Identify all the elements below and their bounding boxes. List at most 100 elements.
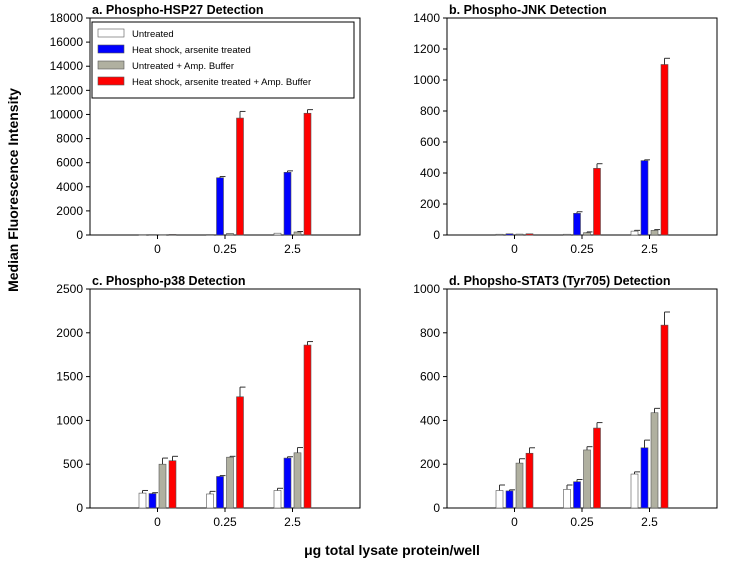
y-tick-label: 12000 <box>50 83 84 97</box>
chart-panel-4: d. Phopsho-STAT3 (Tyr705) Detection 0 200 4… <box>413 274 718 529</box>
x-tick-label: 0 <box>154 242 161 256</box>
y-tick-label: 1400 <box>413 11 440 25</box>
y-tick-label: 200 <box>420 197 440 211</box>
bar <box>283 172 292 236</box>
y-tick-label: 600 <box>420 370 440 384</box>
plot-frame <box>446 17 718 236</box>
bar <box>273 232 282 236</box>
x-axis-title: μg total lysate protein/well <box>304 542 480 558</box>
bar <box>283 457 292 509</box>
plot-frame <box>446 288 718 509</box>
bar <box>505 233 514 236</box>
x-tick-label: 2.5 <box>284 515 301 529</box>
bar <box>515 233 524 236</box>
bar <box>226 456 234 509</box>
legend-label: Untreated <box>132 29 174 40</box>
legend-label: Untreated + Amp. Buffer <box>132 61 234 72</box>
y-tick-label: 8000 <box>56 132 83 146</box>
bar <box>495 233 504 236</box>
bar <box>236 396 244 509</box>
bar <box>138 234 147 236</box>
bar <box>563 489 571 509</box>
legend-label: Heat shock, arsenite treated + Amp. Buff… <box>132 77 311 88</box>
bar <box>158 463 167 509</box>
bar <box>563 233 571 236</box>
bar <box>660 64 669 236</box>
x-tick-label: 2.5 <box>641 242 658 256</box>
y-tick-label: 400 <box>420 413 440 427</box>
bar <box>206 493 214 509</box>
legend-swatch <box>97 28 125 38</box>
x-tick-label: 0.25 <box>570 242 594 256</box>
y-tick-label: 18000 <box>50 11 84 25</box>
y-tick-label: 0 <box>433 228 440 242</box>
bar <box>640 447 649 509</box>
bar <box>525 452 534 509</box>
chart-panel-1: a. Phospho-HSP27 Detection 0 2000 4000 6000 8… <box>50 3 361 256</box>
bar <box>640 160 649 236</box>
bar <box>303 344 312 509</box>
x-tick-label: 2.5 <box>641 515 658 529</box>
bar <box>158 234 167 236</box>
y-tick-label: 2000 <box>56 204 83 218</box>
bar <box>650 230 659 236</box>
bar <box>630 230 639 236</box>
x-tick-label: 0.25 <box>213 515 237 529</box>
bar <box>650 412 659 509</box>
y-tick-label: 14000 <box>50 59 84 73</box>
legend: Untreated Heat shock, arsenite treated Unt… <box>91 21 355 99</box>
bar <box>303 112 312 236</box>
y-tick-label: 1000 <box>56 413 83 427</box>
y-tick-label: 400 <box>420 166 440 180</box>
legend-swatch <box>97 44 125 54</box>
bar <box>583 232 591 236</box>
bar <box>583 449 591 509</box>
legend-label: Heat shock, arsenite treated <box>132 45 251 56</box>
panel-title: c. Phospho-p38 Detection <box>92 274 246 288</box>
bar <box>216 476 224 509</box>
x-tick-label: 0 <box>511 242 518 256</box>
y-tick-label: 6000 <box>56 156 83 170</box>
x-tick-label: 0.25 <box>570 515 594 529</box>
bar <box>525 233 534 236</box>
y-tick-label: 800 <box>420 104 440 118</box>
bar <box>168 460 177 509</box>
y-tick-label: 10000 <box>50 107 84 121</box>
bar <box>168 234 177 236</box>
bar <box>236 117 244 236</box>
x-tick-label: 0 <box>154 515 161 529</box>
x-tick-label: 0 <box>511 515 518 529</box>
bar <box>273 490 282 509</box>
y-tick-label: 16000 <box>50 35 84 49</box>
y-tick-label: 1000 <box>413 282 440 296</box>
bar <box>660 324 669 509</box>
y-tick-label: 200 <box>420 457 440 471</box>
bar <box>148 493 157 509</box>
bar <box>138 492 147 509</box>
panel-title: d. Phopsho-STAT3 (Tyr705) Detection <box>449 274 671 288</box>
y-tick-label: 800 <box>420 326 440 340</box>
y-tick-label: 4000 <box>56 180 83 194</box>
y-tick-label: 0 <box>76 228 83 242</box>
y-axis-title: Median Fluorescence Intensity <box>5 88 21 292</box>
panel-title: a. Phospho-HSP27 Detection <box>92 3 264 17</box>
bar <box>630 473 639 509</box>
bar <box>573 481 581 509</box>
bar <box>293 452 302 509</box>
chart-panel-2: b. Phospho-JNK Detection 0 200 400 600 800 100… <box>413 3 718 256</box>
bar <box>593 427 601 509</box>
bar <box>505 490 514 509</box>
bar <box>515 462 524 509</box>
chart-panel-3: c. Phospho-p38 Detection 0 500 1000 1500 2000… <box>56 274 361 529</box>
y-tick-label: 600 <box>420 135 440 149</box>
y-tick-label: 1500 <box>56 370 83 384</box>
bar <box>148 234 157 236</box>
panel-title: b. Phospho-JNK Detection <box>449 3 607 17</box>
y-tick-label: 0 <box>76 501 83 515</box>
y-tick-label: 500 <box>63 457 83 471</box>
bar <box>216 177 224 236</box>
bar <box>293 231 302 236</box>
y-tick-label: 2000 <box>56 326 83 340</box>
y-tick-label: 1200 <box>413 42 440 56</box>
